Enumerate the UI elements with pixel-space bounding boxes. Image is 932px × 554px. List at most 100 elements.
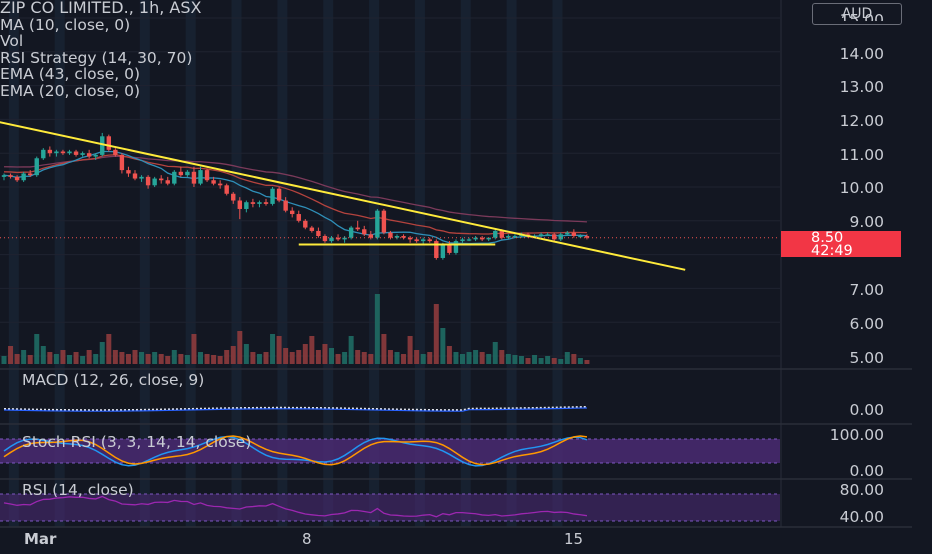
price-axis-label: 5.00 <box>849 349 884 367</box>
volume-bar <box>125 354 131 364</box>
candle-body <box>73 151 79 155</box>
candle-body <box>204 170 210 181</box>
candle-body <box>93 154 98 157</box>
legend-indicator-ema-20[interactable]: EMA (20, close, 0) <box>0 81 141 100</box>
drawn-lines <box>0 121 780 271</box>
volume-bar <box>178 354 184 364</box>
candle-body <box>276 188 282 201</box>
session-stripe <box>414 0 425 527</box>
stoch-rsi-pane-label[interactable]: Stoch RSI (3, 3, 14, 14, close) <box>22 433 252 451</box>
volume-bar <box>158 354 164 364</box>
volume-bar <box>427 352 433 364</box>
session-stripe <box>54 0 65 527</box>
candle-body <box>244 202 249 209</box>
candle-body <box>473 237 478 240</box>
volume-bar <box>53 354 59 364</box>
volume-bar <box>394 352 400 364</box>
candle-body <box>558 234 563 240</box>
session-stripes <box>8 0 563 527</box>
candle-body <box>453 241 459 253</box>
volume-bar <box>309 336 315 364</box>
candle-body <box>421 239 426 242</box>
candle-body <box>342 237 347 240</box>
candle-body <box>172 171 177 184</box>
candle-body <box>479 237 485 240</box>
volume-bar <box>145 354 151 364</box>
volume-bar <box>276 336 282 364</box>
session-stripe <box>185 0 196 527</box>
volume-bar <box>21 350 27 364</box>
candle-body <box>60 151 66 154</box>
candle-body <box>296 214 301 221</box>
macd-signal-line <box>3 407 587 412</box>
volume-bar <box>139 352 145 364</box>
stoch-rsi-axis-label: 0.00 <box>849 462 884 480</box>
candle-body <box>145 176 151 186</box>
volume-bar <box>171 350 177 364</box>
volume-bar <box>505 354 511 364</box>
volume-bar <box>152 352 158 364</box>
candle-body <box>584 236 590 238</box>
candle-body <box>329 237 334 242</box>
candle-body <box>28 173 33 176</box>
time-axis-label: Mar <box>24 530 57 548</box>
volume-bar <box>243 344 249 364</box>
legend-symbol[interactable]: ZIP CO LIMITED., 1h, ASX <box>0 0 202 17</box>
volume-bar <box>217 356 223 364</box>
volume-bar <box>106 334 112 364</box>
candle-body <box>217 183 223 186</box>
legend-indicator-rsi-strategy[interactable]: RSI Strategy (14, 30, 70) <box>0 48 193 67</box>
volume-bar <box>211 355 217 364</box>
currency-badge[interactable]: AUD <box>812 3 902 25</box>
candle-body <box>224 185 229 194</box>
volume-bar <box>499 350 505 364</box>
candle-body <box>348 227 354 238</box>
candle-body <box>512 236 518 238</box>
legend-indicator-ma[interactable]: MA (10, close, 0) <box>0 15 131 34</box>
candle-body <box>486 237 491 240</box>
macd-pane-label[interactable]: MACD (12, 26, close, 9) <box>22 371 205 389</box>
volume-bar <box>525 358 531 364</box>
volume-bar <box>374 294 380 364</box>
legend-indicator-vol[interactable]: Vol <box>0 32 24 50</box>
volume-bar <box>577 358 583 364</box>
candle-body <box>414 239 419 242</box>
volume-bar <box>571 354 577 364</box>
volume-bar <box>8 346 14 364</box>
oscillator-lines <box>3 405 588 518</box>
volume-bar <box>47 352 53 364</box>
candle-body <box>191 171 197 184</box>
candle-body <box>132 173 138 179</box>
candle-body <box>159 178 164 181</box>
volume-bar <box>198 352 203 364</box>
candle-body <box>368 234 373 238</box>
volume-bar <box>440 328 446 364</box>
ema-43-line <box>3 155 587 223</box>
price-axis-label: 10.00 <box>839 179 884 197</box>
volume-bar <box>263 352 269 364</box>
candle-body <box>565 232 570 235</box>
legend-indicator-ema-43[interactable]: EMA (43, close, 0) <box>0 65 141 83</box>
price-axis-label: 12.00 <box>839 112 884 130</box>
volume-bar <box>387 350 393 364</box>
candle-body <box>460 239 465 242</box>
volume-bar <box>60 350 66 364</box>
candle-body <box>80 153 85 155</box>
volume-bar <box>473 350 479 364</box>
candle-body <box>375 210 380 238</box>
stoch-rsi-band <box>0 439 780 463</box>
volume-bar <box>518 356 524 364</box>
rsi-pane-label[interactable]: RSI (14, close) <box>22 481 134 499</box>
session-stripe <box>231 0 242 527</box>
volume-bar <box>466 352 472 364</box>
volume-bar <box>335 354 341 364</box>
candle-body <box>447 244 452 253</box>
rsi-line <box>3 495 588 518</box>
volume-bar <box>270 334 276 364</box>
candle-body <box>237 200 242 209</box>
time-axis-label: 8 <box>302 530 312 548</box>
candle-body <box>86 153 92 157</box>
volume-bar <box>283 348 289 364</box>
